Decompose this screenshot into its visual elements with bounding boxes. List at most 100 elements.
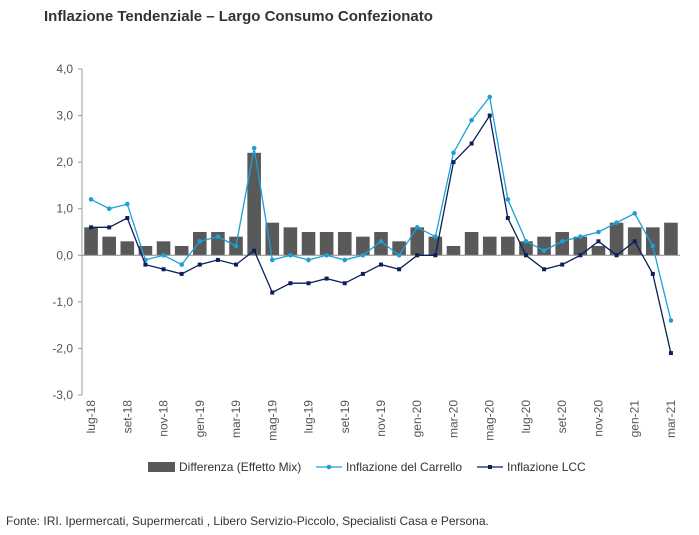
- point-lcc: [125, 216, 130, 221]
- point-carrello: [578, 234, 583, 239]
- point-lcc: [397, 267, 402, 272]
- bar: [84, 227, 98, 256]
- point-carrello: [215, 234, 221, 239]
- bar: [156, 241, 171, 256]
- point-carrello: [523, 239, 529, 244]
- point-lcc: [270, 290, 275, 295]
- bar: [392, 241, 406, 256]
- y-tick-label: 0,0: [56, 248, 73, 262]
- point-carrello: [414, 225, 420, 230]
- bar: [374, 232, 388, 256]
- bar: [609, 222, 624, 256]
- y-tick-label: 2,0: [56, 155, 73, 169]
- x-tick-label: gen-21: [628, 400, 642, 438]
- x-tick-label: mar-21: [664, 400, 678, 438]
- bar: [410, 227, 425, 256]
- point-lcc: [379, 262, 383, 267]
- point-carrello: [269, 257, 275, 263]
- point-carrello: [106, 206, 112, 212]
- point-lcc: [415, 253, 420, 258]
- point-lcc: [614, 253, 619, 258]
- point-lcc: [288, 281, 293, 286]
- bar: [555, 232, 570, 256]
- x-tick-label: set-20: [555, 400, 569, 434]
- point-lcc: [578, 253, 583, 258]
- bar: [446, 245, 461, 256]
- x-tick-label: gen-19: [193, 400, 207, 438]
- bar: [120, 241, 135, 256]
- point-carrello: [88, 197, 94, 202]
- y-tick-label: 4,0: [56, 62, 73, 76]
- point-carrello: [433, 234, 438, 239]
- point-carrello: [596, 229, 601, 235]
- point-lcc: [252, 248, 257, 253]
- source-note: Fonte: IRI. Ipermercati, Supermercati , …: [6, 514, 489, 528]
- point-lcc: [360, 271, 365, 276]
- y-tick-label: 3,0: [56, 109, 73, 123]
- y-axis: -3,0 -2,0 -1,0 0,0 1,0 2,0 3,0 4,0: [52, 62, 83, 402]
- point-carrello: [125, 201, 130, 207]
- legend-swatch-bar: [148, 462, 175, 472]
- x-tick-label: set-19: [338, 400, 352, 434]
- point-carrello: [324, 252, 329, 258]
- x-axis: lug-18 set-18 nov-18 gen-19 mar-19 mag-19 lug-…: [84, 400, 678, 441]
- bar: [356, 236, 370, 256]
- point-lcc: [542, 267, 547, 272]
- point-lcc: [505, 216, 510, 221]
- point-carrello: [360, 252, 366, 258]
- point-lcc: [179, 271, 184, 276]
- point-lcc: [342, 281, 347, 286]
- point-carrello: [161, 252, 166, 258]
- point-carrello: [632, 211, 637, 216]
- line-inflazione-carrello: [90, 95, 672, 321]
- bar: [573, 236, 588, 256]
- x-tick-label: nov-18: [157, 400, 171, 437]
- point-carrello: [251, 145, 257, 151]
- y-tick-label: -2,0: [52, 341, 73, 355]
- point-lcc: [161, 267, 166, 272]
- bar: [501, 236, 515, 256]
- bar: [591, 245, 606, 256]
- bar: [265, 222, 280, 256]
- point-lcc: [234, 262, 239, 267]
- point-lcc: [324, 276, 329, 281]
- x-tick-label: lug-18: [84, 400, 98, 434]
- x-tick-label: lug-20: [519, 400, 533, 434]
- x-tick-label: nov-20: [591, 400, 605, 437]
- point-lcc: [560, 262, 565, 267]
- x-tick-label: nov-19: [374, 400, 388, 437]
- bar: [337, 232, 352, 256]
- legend-label-carrello: Inflazione del Carrello: [346, 460, 462, 474]
- point-lcc: [451, 160, 456, 165]
- point-carrello: [668, 318, 674, 323]
- point-carrello: [396, 252, 402, 258]
- bar: [537, 236, 551, 256]
- point-carrello: [288, 252, 293, 258]
- point-carrello: [541, 248, 547, 253]
- point-carrello: [614, 220, 619, 225]
- legend: Differenza (Effetto Mix) Inflazione del C…: [148, 460, 586, 474]
- point-carrello: [179, 262, 184, 267]
- bar: [174, 245, 189, 256]
- point-lcc: [89, 225, 94, 230]
- y-tick-label: -3,0: [52, 388, 73, 402]
- bar: [301, 232, 316, 256]
- bar: [192, 232, 207, 256]
- bar: [283, 227, 298, 256]
- point-carrello: [451, 150, 456, 156]
- point-carrello: [342, 257, 348, 263]
- bar: [519, 241, 533, 256]
- point-carrello: [469, 117, 474, 123]
- point-carrello: [378, 239, 384, 244]
- point-lcc: [650, 271, 655, 276]
- bar: [138, 245, 153, 256]
- point-lcc: [523, 253, 528, 258]
- point-carrello: [487, 94, 493, 100]
- point-lcc: [107, 225, 112, 230]
- point-lcc: [197, 262, 202, 267]
- legend-marker-carrello: [326, 464, 332, 470]
- line-series: [88, 94, 674, 356]
- point-lcc: [668, 351, 673, 356]
- point-lcc: [215, 257, 220, 262]
- point-carrello: [559, 239, 565, 244]
